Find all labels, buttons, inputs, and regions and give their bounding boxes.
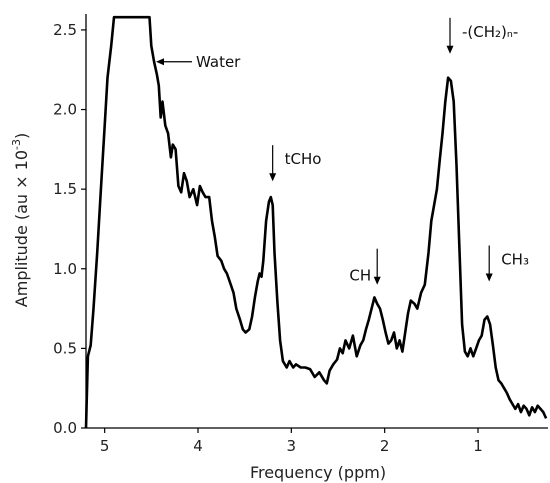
x-axis-label: Frequency (ppm) bbox=[250, 463, 386, 482]
annotation-label-0: Water bbox=[196, 53, 241, 71]
x-tick-label-1: 4 bbox=[193, 437, 203, 455]
y-tick-label-2: 1.0 bbox=[53, 260, 77, 278]
annotation-arrowhead-3 bbox=[446, 45, 454, 54]
annotation-label-3: -(CH₂)ₙ- bbox=[462, 23, 518, 41]
annotation-4: CH₃ bbox=[485, 245, 529, 282]
y-tick-label-5: 2.5 bbox=[53, 21, 77, 39]
y-axis-label-close: ) bbox=[12, 133, 31, 139]
series-line-0 bbox=[84, 15, 548, 429]
annotation-label-1: tCHo bbox=[285, 150, 322, 168]
x-ticks: 5 4 3 2 1 bbox=[100, 428, 483, 455]
x-tick-label-2: 3 bbox=[287, 437, 297, 455]
annotation-3: -(CH₂)ₙ- bbox=[446, 17, 518, 54]
y-axis-label-main: Amplitude (au × 10 bbox=[12, 150, 31, 307]
annotation-label-4: CH₃ bbox=[501, 251, 529, 269]
annotation-arrowhead-1 bbox=[269, 173, 277, 182]
annotation-2: CH bbox=[349, 248, 381, 285]
y-axis-label-exponent: -3 bbox=[10, 139, 23, 150]
annotations: Water tCHo CH -(CH₂)ₙ- CH₃ bbox=[156, 17, 529, 285]
y-ticks: 0.0 0.5 1.0 1.5 2.0 2.5 bbox=[53, 21, 86, 437]
series-group bbox=[84, 15, 548, 429]
y-tick-label-0: 0.0 bbox=[53, 419, 77, 437]
axes bbox=[85, 14, 548, 429]
y-tick-label-4: 2.0 bbox=[53, 101, 77, 119]
annotation-0: Water bbox=[156, 53, 241, 71]
annotation-1: tCHo bbox=[269, 145, 322, 182]
annotation-arrowhead-0 bbox=[156, 58, 164, 66]
annotation-arrowhead-4 bbox=[485, 273, 493, 282]
x-tick-label-4: 1 bbox=[473, 437, 483, 455]
x-tick-label-3: 2 bbox=[380, 437, 390, 455]
y-tick-label-1: 0.5 bbox=[53, 339, 77, 357]
x-tick-label-0: 5 bbox=[100, 437, 110, 455]
y-tick-label-3: 1.5 bbox=[53, 180, 77, 198]
annotation-label-2: CH bbox=[349, 267, 371, 285]
y-axis-label: Amplitude (au × 10-3) bbox=[10, 133, 31, 307]
annotation-arrowhead-2 bbox=[373, 276, 381, 285]
